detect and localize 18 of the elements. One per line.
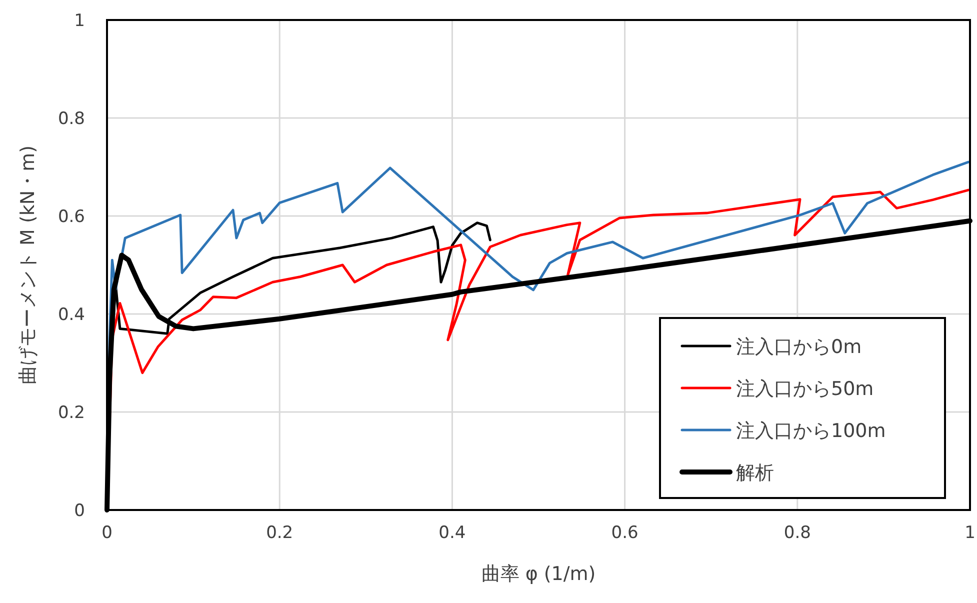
x-tick-label: 0.6 xyxy=(611,523,638,543)
y-tick-label: 1 xyxy=(74,11,85,31)
x-tick-label: 0.2 xyxy=(266,523,294,543)
y-tick-label: 0.6 xyxy=(58,207,85,227)
x-tick-label: 0.8 xyxy=(784,523,811,543)
legend-label: 注入口から50m xyxy=(736,378,874,400)
legend-label: 注入口から0m xyxy=(736,336,862,358)
x-tick-label: 0.4 xyxy=(438,523,466,543)
y-tick-label: 0.8 xyxy=(58,109,85,129)
y-tick-label: 0 xyxy=(74,501,85,521)
y-axis-title: 曲げモーメント M (kN・m) xyxy=(17,145,39,385)
y-tick-label: 0.4 xyxy=(58,305,85,325)
legend-label: 解析 xyxy=(736,462,774,484)
legend-label: 注入口から100m xyxy=(736,420,886,442)
x-tick-label: 0 xyxy=(102,523,112,543)
x-tick-label: 1 xyxy=(964,523,976,543)
x-axis-title: 曲率 φ (1/m) xyxy=(481,563,596,585)
y-tick-label: 0.2 xyxy=(58,403,85,423)
